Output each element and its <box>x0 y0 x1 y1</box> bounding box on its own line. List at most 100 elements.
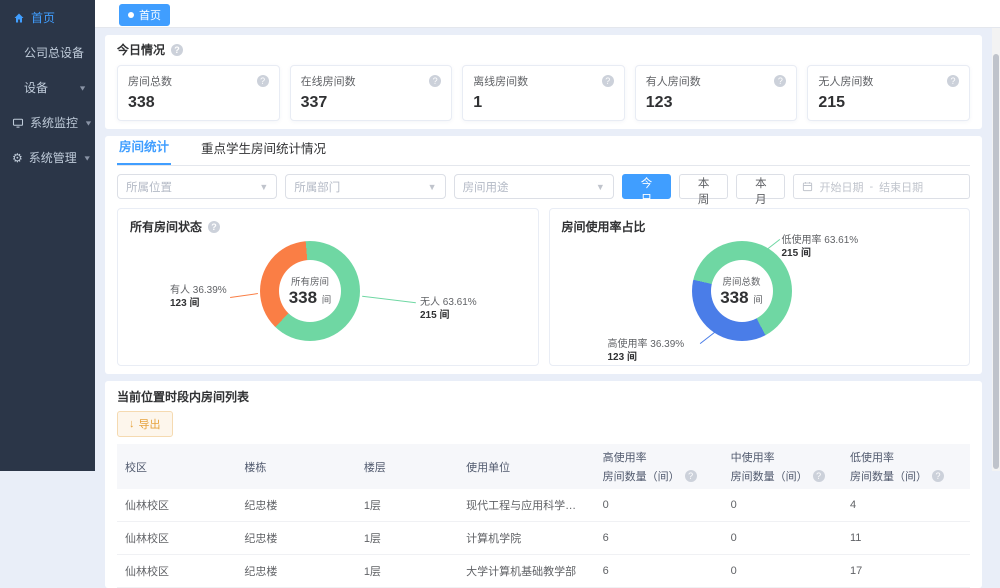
export-button[interactable]: ↓ 导出 <box>117 411 173 437</box>
cell-floor: 1层 <box>356 555 458 588</box>
col-campus: 校区 <box>117 444 236 489</box>
room-list-panel: 当前位置时段内房间列表 ↓ 导出 校区 楼栋 楼层 使用单位 高使用率 房间数量… <box>105 381 982 588</box>
room-usage-select[interactable]: 房间用途 ▼ <box>454 174 614 199</box>
today-button[interactable]: 今日 <box>622 174 671 199</box>
callout-line <box>230 293 258 298</box>
cell-high: 0 <box>595 489 723 522</box>
filter-row: 所属位置 ▼ 所属部门 ▼ 房间用途 ▼ 今日 本周 本月 开始日期 <box>117 174 970 199</box>
select-placeholder: 房间用途 <box>463 179 509 195</box>
col-mid-usage: 中使用率 房间数量（间）? <box>723 444 842 489</box>
cell-unit: 大学计算机基础教学部 <box>458 555 594 588</box>
room-list-title: 当前位置时段内房间列表 <box>117 388 970 405</box>
location-select[interactable]: 所属位置 ▼ <box>117 174 277 199</box>
chevron-down-icon: ▼ <box>428 182 437 192</box>
donut-center: 房间总数 338 间 <box>692 241 792 341</box>
help-icon[interactable]: ? <box>947 75 959 87</box>
help-icon[interactable]: ? <box>813 470 825 482</box>
date-end-placeholder: 结束日期 <box>879 179 923 195</box>
col-high-usage: 高使用率 房间数量（间）? <box>595 444 723 489</box>
department-select[interactable]: 所属部门 ▼ <box>285 174 445 199</box>
cell-high: 6 <box>595 555 723 588</box>
stat-card-empty-rooms: 无人房间数? 215 <box>807 65 970 121</box>
tab-label: 首页 <box>139 7 161 23</box>
cell-campus: 仙林校区 <box>117 489 236 522</box>
col-unit: 使用单位 <box>458 444 594 489</box>
slice-value-occupied: 123 间 <box>170 294 199 309</box>
date-start-placeholder: 开始日期 <box>819 179 863 195</box>
stat-card-label: 在线房间数 <box>301 73 356 89</box>
donut-center: 所有房间 338 间 <box>260 241 360 341</box>
help-icon[interactable]: ? <box>429 75 441 87</box>
cell-building: 纪忠楼 <box>236 522 355 555</box>
date-range-picker[interactable]: 开始日期 - 结束日期 <box>793 174 970 199</box>
help-icon[interactable]: ? <box>171 44 183 56</box>
help-icon[interactable]: ? <box>932 470 944 482</box>
help-icon[interactable]: ? <box>685 470 697 482</box>
chart-title: 房间使用率占比 <box>562 218 646 235</box>
cell-campus: 仙林校区 <box>117 555 236 588</box>
sidebar-item-devices[interactable]: 设备 ▼ <box>0 70 95 105</box>
sidebar: 首页 公司总设备 设备 ▼ 系统监控 ▼ ⚙ 系统管理 ▼ <box>0 0 95 471</box>
cell-mid: 0 <box>723 489 842 522</box>
help-icon[interactable]: ? <box>774 75 786 87</box>
this-month-button[interactable]: 本月 <box>736 174 785 199</box>
donut-center-unit: 间 <box>753 295 763 306</box>
col-low-usage: 低使用率 房间数量（间）? <box>842 444 970 489</box>
usage-rate-chart-card: 房间使用率占比 房间总数 338 间 低使用率 63.61% 215 间 高使用… <box>549 208 971 366</box>
vertical-scrollbar[interactable] <box>992 28 1000 471</box>
slice-value-empty: 215 间 <box>420 306 449 321</box>
chevron-down-icon: ▼ <box>259 182 268 192</box>
donut-center-label: 所有房间 <box>291 274 329 288</box>
col-building: 楼栋 <box>236 444 355 489</box>
table-row[interactable]: 仙林校区 纪忠楼 1层 计算机学院 6 0 11 <box>117 522 970 555</box>
scrollbar-thumb[interactable] <box>993 54 999 469</box>
today-title-row: 今日情况 ? <box>117 41 970 58</box>
period-controls: 今日 本周 本月 开始日期 - 结束日期 <box>622 174 970 199</box>
monitor-icon <box>12 117 24 129</box>
cell-high: 6 <box>595 522 723 555</box>
sidebar-item-company-devices[interactable]: 公司总设备 <box>0 35 95 70</box>
col-floor: 楼层 <box>356 444 458 489</box>
chart-title: 所有房间状态 <box>130 218 202 235</box>
sidebar-item-label: 系统管理 <box>29 149 77 166</box>
sidebar-item-system-admin[interactable]: ⚙ 系统管理 ▼ <box>0 140 95 175</box>
donut-center-value: 338 <box>289 288 317 307</box>
donut-center-unit: 间 <box>322 295 332 306</box>
cell-unit: 现代工程与应用科学学院 <box>458 489 594 522</box>
table-row[interactable]: 仙林校区 纪忠楼 1层 大学计算机基础教学部 6 0 17 <box>117 555 970 588</box>
stat-card-offline-rooms: 离线房间数? 1 <box>462 65 625 121</box>
tab-room-statistics[interactable]: 房间统计 <box>117 136 171 165</box>
stat-card-total-rooms: 房间总数? 338 <box>117 65 280 121</box>
stat-cards: 房间总数? 338 在线房间数? 337 离线房间数? 1 有人房间数? 123… <box>117 65 970 121</box>
slice-value-high-usage: 123 间 <box>608 348 637 363</box>
this-week-button[interactable]: 本周 <box>679 174 728 199</box>
cell-campus: 仙林校区 <box>117 522 236 555</box>
donut-center-label: 房间总数 <box>722 274 760 288</box>
today-panel: 今日情况 ? 房间总数? 338 在线房间数? 337 离线房间数? 1 有人房… <box>105 35 982 129</box>
chart-title-row: 所有房间状态 ? <box>130 218 526 235</box>
main-content: 今日情况 ? 房间总数? 338 在线房间数? 337 离线房间数? 1 有人房… <box>95 28 1000 471</box>
today-title: 今日情况 <box>117 41 165 58</box>
table-row[interactable]: 仙林校区 纪忠楼 1层 现代工程与应用科学学院 0 0 4 <box>117 489 970 522</box>
stat-card-label: 无人房间数 <box>818 73 873 89</box>
chevron-down-icon: ▼ <box>84 119 93 127</box>
help-icon[interactable]: ? <box>257 75 269 87</box>
stat-card-value: 123 <box>646 94 787 112</box>
cell-floor: 1层 <box>356 489 458 522</box>
home-icon <box>12 12 25 24</box>
cell-mid: 0 <box>723 555 842 588</box>
sidebar-item-label: 系统监控 <box>30 114 78 131</box>
sidebar-item-system-monitor[interactable]: 系统监控 ▼ <box>0 105 95 140</box>
date-separator: - <box>869 181 873 193</box>
sidebar-item-home[interactable]: 首页 <box>0 0 95 35</box>
tab-key-student-room-statistics[interactable]: 重点学生房间统计情况 <box>199 138 328 165</box>
tab-active-dot-icon <box>128 12 134 18</box>
help-icon[interactable]: ? <box>208 221 220 233</box>
slice-value-low-usage: 215 间 <box>782 244 811 259</box>
tab-home[interactable]: 首页 <box>119 4 170 26</box>
chart-title-row: 房间使用率占比 <box>562 218 958 235</box>
stat-card-online-rooms: 在线房间数? 337 <box>290 65 453 121</box>
donut-center-value: 338 <box>720 288 748 307</box>
help-icon[interactable]: ? <box>602 75 614 87</box>
sidebar-item-label: 公司总设备 <box>24 44 84 61</box>
